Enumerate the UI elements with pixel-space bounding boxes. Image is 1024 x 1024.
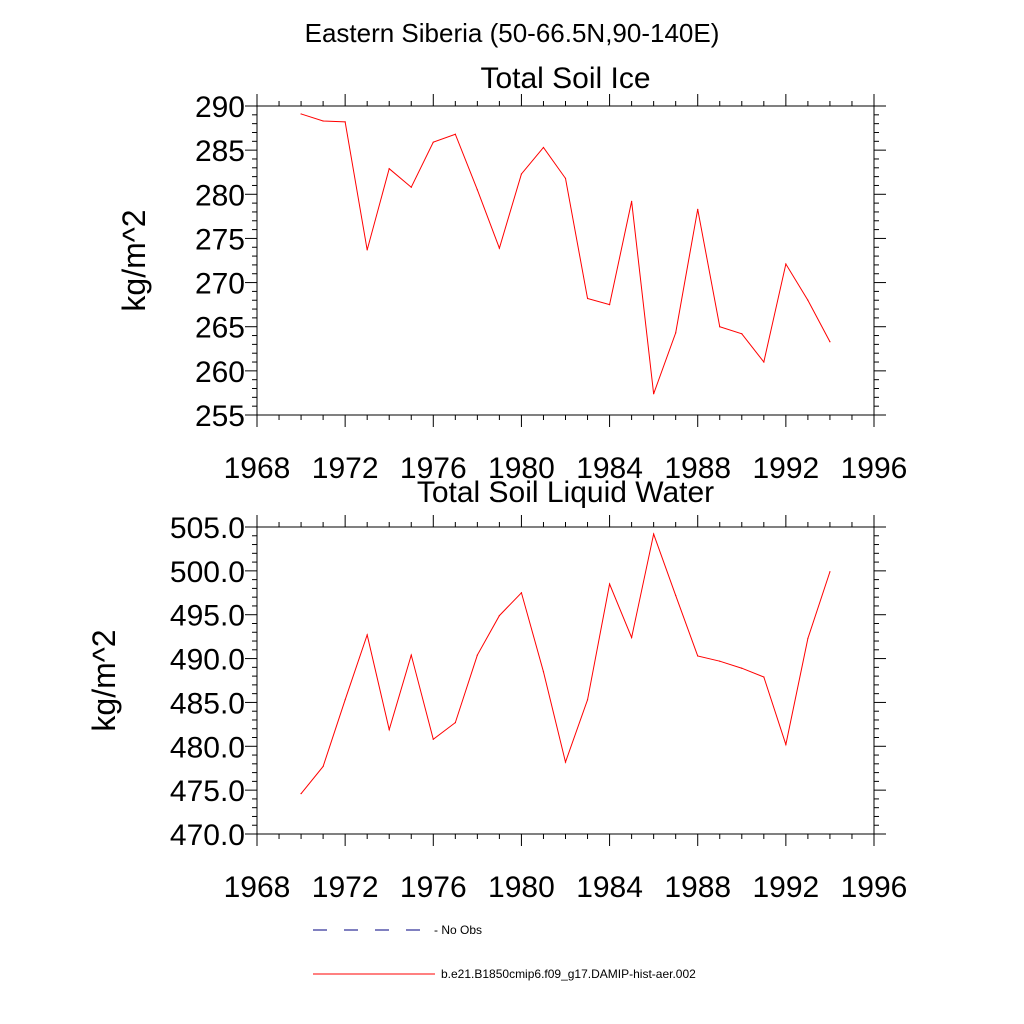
- data-point: [432, 738, 434, 740]
- y-tick-label: 505.0: [170, 512, 245, 545]
- data-point: [366, 249, 368, 251]
- data-point: [476, 654, 478, 656]
- y-tick-label: 270: [195, 268, 245, 301]
- x-tick-label: 1972: [312, 452, 379, 485]
- x-tick-label: 1976: [400, 452, 467, 485]
- data-point: [410, 186, 412, 188]
- data-point: [608, 304, 611, 306]
- x-tick-label: 1972: [312, 871, 379, 904]
- y-tick-label: 475.0: [170, 775, 245, 808]
- data-point: [586, 699, 589, 701]
- data-point: [785, 263, 787, 265]
- y-tick-label: 500.0: [170, 556, 245, 589]
- data-point: [498, 247, 500, 249]
- x-tick-label: 1980: [488, 452, 555, 485]
- data-point: [454, 133, 456, 135]
- panel-total-soil-ice: Total Soil Ice 1968 1972 1976 1980 1984 1988 19…: [116, 62, 907, 485]
- data-point: [653, 533, 655, 535]
- data-point: [653, 393, 655, 395]
- panel-total-soil-liquid-water: Total Soil Liquid Water 1968 1972 1976 1980 1…: [86, 476, 907, 904]
- data-point: [410, 654, 412, 656]
- data-point: [719, 660, 721, 662]
- data-point: [631, 200, 633, 202]
- data-point: [564, 177, 567, 179]
- x-tick-label: 1992: [752, 871, 819, 904]
- y-axis-label: kg/m^2: [86, 629, 122, 731]
- data-point: [829, 571, 831, 573]
- data-point: [542, 671, 545, 673]
- data-point: [741, 333, 743, 335]
- y-tick-label: 490.0: [170, 644, 245, 677]
- plot-frame: [256, 105, 875, 416]
- y-tick-label: 260: [195, 356, 245, 389]
- data-point: [608, 583, 611, 585]
- data-point: [697, 655, 699, 657]
- y-tick-label: 280: [195, 179, 245, 212]
- figure-title: Eastern Siberia (50-66.5N,90-140E): [304, 18, 720, 48]
- y-tick-label: 275: [195, 223, 245, 256]
- y-tick-label: 285: [195, 135, 245, 168]
- data-point: [300, 113, 302, 115]
- x-tick-label: 1968: [224, 452, 291, 485]
- data-point: [675, 332, 677, 334]
- y-tick-label: 480.0: [170, 731, 245, 764]
- x-tick-label: 1988: [664, 452, 731, 485]
- legend-model-label: b.e21.B1850cmip6.f09_g17.DAMIP-hist-aer.…: [441, 967, 696, 981]
- legend-no-obs-label: - No Obs: [434, 923, 482, 937]
- data-point: [785, 743, 787, 746]
- data-point: [675, 594, 677, 597]
- x-tick-label: 1976: [400, 871, 467, 904]
- data-point: [697, 208, 699, 210]
- data-point: [586, 297, 589, 300]
- series-line: [300, 532, 831, 794]
- data-point: [344, 121, 346, 123]
- panel-title: Total Soil Liquid Water: [417, 476, 714, 509]
- panel-title: Total Soil Ice: [480, 62, 650, 95]
- x-tick-label: 1984: [576, 452, 643, 485]
- y-tick-label: 290: [195, 91, 245, 124]
- data-point: [807, 637, 809, 639]
- plot-frame: [256, 526, 875, 835]
- y-tick-label: 485.0: [170, 687, 245, 720]
- data-point: [388, 168, 390, 170]
- y-tick-label: 255: [195, 400, 245, 433]
- data-point: [454, 722, 456, 724]
- data-point: [476, 189, 478, 191]
- x-tick-label: 1984: [576, 871, 643, 904]
- data-point: [498, 614, 500, 617]
- data-point: [763, 676, 765, 678]
- data-point: [719, 326, 721, 328]
- y-tick-label: 470.0: [170, 819, 245, 852]
- y-tick-label: 495.0: [170, 600, 245, 633]
- x-tick-label: 1996: [841, 452, 908, 485]
- data-point: [542, 146, 545, 149]
- data-point: [388, 729, 390, 731]
- x-tick-label: 1980: [488, 871, 555, 904]
- series-line: [300, 113, 831, 394]
- data-point: [763, 361, 765, 363]
- x-tick-label: 1996: [841, 871, 908, 904]
- data-point: [520, 592, 523, 594]
- data-point: [300, 793, 302, 795]
- data-point: [366, 634, 368, 636]
- data-point: [807, 299, 809, 301]
- legend: - No Obs b.e21.B1850cmip6.f09_g17.DAMIP-h…: [313, 923, 696, 981]
- y-axis-label: kg/m^2: [116, 209, 152, 311]
- data-point: [631, 636, 633, 639]
- x-tick-label: 1968: [224, 871, 291, 904]
- data-point: [432, 141, 434, 143]
- data-point: [520, 173, 523, 175]
- data-point: [741, 667, 743, 669]
- data-point: [829, 341, 831, 343]
- x-tick-label: 1988: [664, 871, 731, 904]
- data-point: [564, 761, 567, 763]
- data-point: [322, 120, 324, 122]
- data-point: [322, 765, 324, 768]
- y-tick-label: 265: [195, 312, 245, 345]
- data-point: [344, 699, 346, 701]
- x-tick-label: 1992: [752, 452, 819, 485]
